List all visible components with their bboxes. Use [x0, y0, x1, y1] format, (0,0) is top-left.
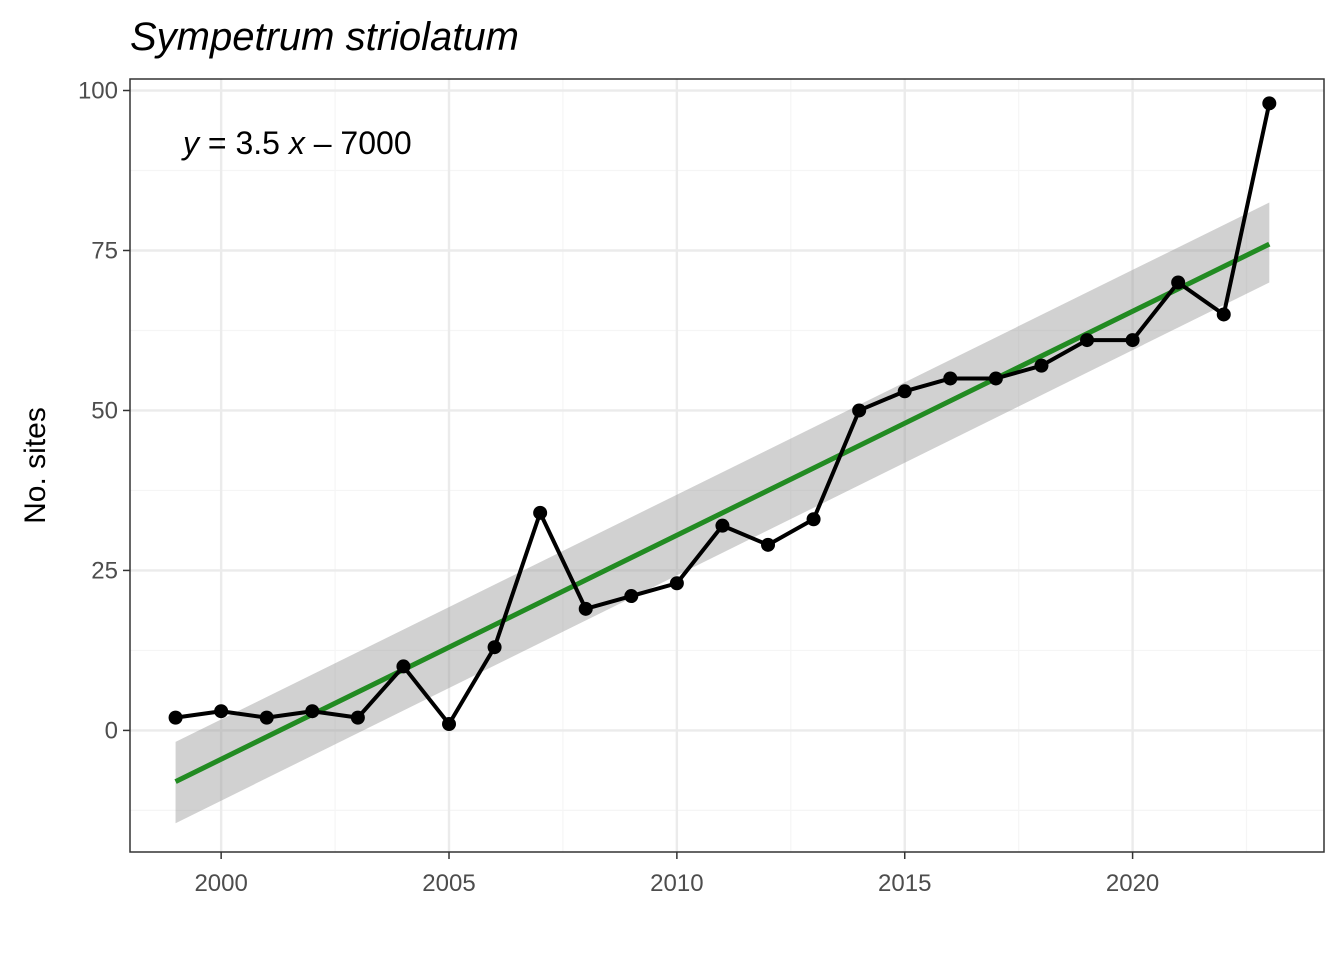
x-tick-label: 2020	[1106, 870, 1159, 897]
data-point	[305, 704, 320, 719]
x-tick-label: 2015	[878, 870, 931, 897]
data-point	[350, 710, 365, 725]
panel-border	[129, 78, 1325, 853]
data-point	[442, 717, 457, 732]
data-point	[852, 403, 867, 418]
data-point	[806, 512, 821, 527]
data-point	[943, 371, 958, 386]
data-point	[533, 505, 548, 520]
grid-minor	[130, 79, 1324, 852]
data-point	[396, 659, 411, 674]
data-point	[624, 589, 639, 604]
series-line	[175, 102, 1272, 727]
data-point	[1262, 96, 1277, 111]
trend-line	[174, 241, 1271, 784]
data-point	[1034, 358, 1049, 373]
y-tick-label: 0	[105, 717, 118, 744]
data-point	[761, 537, 776, 552]
y-axis-title: No. sites	[19, 407, 52, 524]
y-tick-label: 100	[78, 78, 118, 105]
x-tick-label: 2000	[194, 870, 247, 897]
data-point	[168, 710, 183, 725]
regression-equation: y = 3.5 x – 7000	[181, 125, 412, 161]
data-point	[214, 704, 229, 719]
x-tick-label: 2005	[422, 870, 475, 897]
data-point	[897, 384, 912, 399]
data-point	[487, 640, 502, 655]
chart-title: Sympetrum striolatum	[130, 15, 519, 59]
data-point	[1216, 307, 1231, 322]
data-point	[1080, 333, 1095, 348]
y-axis: 0 25 50 75 100	[78, 78, 130, 744]
data-point	[715, 518, 730, 533]
x-axis: 2000 2005 2010 2015 2020	[194, 852, 1159, 897]
y-tick-label: 25	[91, 557, 118, 584]
y-tick-label: 50	[91, 397, 118, 424]
grid-major	[130, 79, 1324, 852]
data-point	[1125, 333, 1140, 348]
series-points	[168, 96, 1277, 732]
x-tick-label: 2010	[650, 870, 703, 897]
data-point	[669, 576, 684, 591]
data-point	[578, 601, 593, 616]
data-point	[1171, 275, 1186, 290]
data-point	[259, 710, 274, 725]
data-point	[988, 371, 1003, 386]
y-tick-label: 75	[91, 237, 118, 264]
